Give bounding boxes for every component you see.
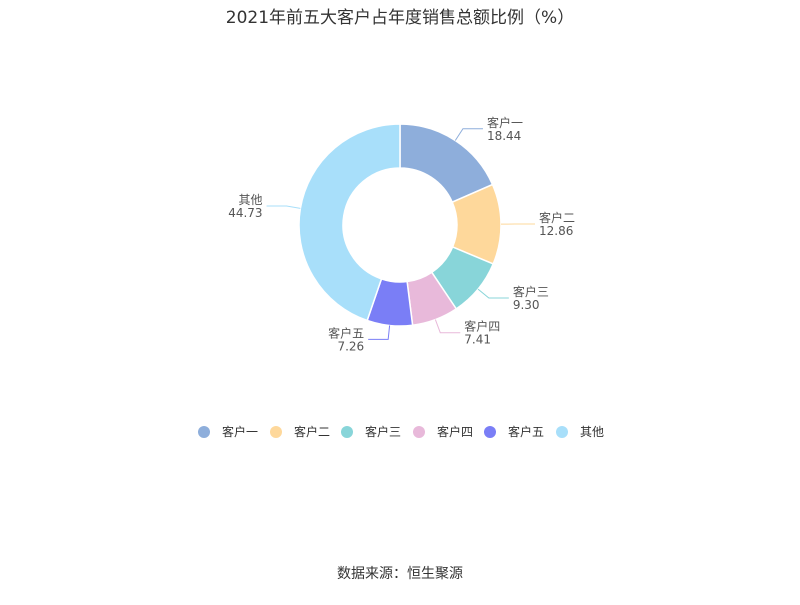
slice-label-value: 12.86 bbox=[539, 224, 573, 238]
legend-marker bbox=[556, 426, 568, 438]
data-source: 数据来源：恒生聚源 bbox=[337, 566, 463, 582]
legend-marker bbox=[413, 426, 425, 438]
legend-marker bbox=[341, 426, 353, 438]
slice-label-name: 客户二 bbox=[539, 210, 575, 225]
legend-label: 客户五 bbox=[508, 424, 544, 439]
slice-label-name: 其他 bbox=[239, 193, 263, 207]
legend-marker bbox=[198, 426, 210, 438]
legend-label: 客户三 bbox=[365, 424, 401, 439]
slice-label-name: 客户五 bbox=[328, 325, 364, 340]
slice-label-name: 客户四 bbox=[464, 319, 500, 334]
leader-line-5 bbox=[368, 325, 391, 340]
slice-label-value: 44.73 bbox=[228, 206, 262, 220]
chart-title: 2021年前五大客户占年度销售总额比例（%） bbox=[225, 8, 575, 28]
slice-label-name: 客户一 bbox=[487, 115, 523, 130]
slice-label-value: 7.41 bbox=[464, 333, 491, 347]
leader-line-6 bbox=[266, 205, 301, 209]
slice-label-value: 9.30 bbox=[513, 298, 540, 312]
slice-6 bbox=[298, 123, 401, 322]
legend-label: 其他 bbox=[580, 425, 604, 439]
legend-label: 客户二 bbox=[294, 424, 330, 439]
leader-line-1 bbox=[454, 128, 483, 141]
legend-marker bbox=[270, 426, 282, 438]
slice-label-value: 7.26 bbox=[337, 339, 364, 353]
leader-line-3 bbox=[477, 288, 509, 299]
legend-marker bbox=[484, 426, 496, 438]
legend-label: 客户四 bbox=[437, 424, 473, 439]
legend-label: 客户一 bbox=[222, 424, 258, 439]
leader-line-4 bbox=[434, 319, 461, 334]
slice-label-value: 18.44 bbox=[487, 129, 521, 143]
slice-label-name: 客户三 bbox=[513, 284, 549, 299]
